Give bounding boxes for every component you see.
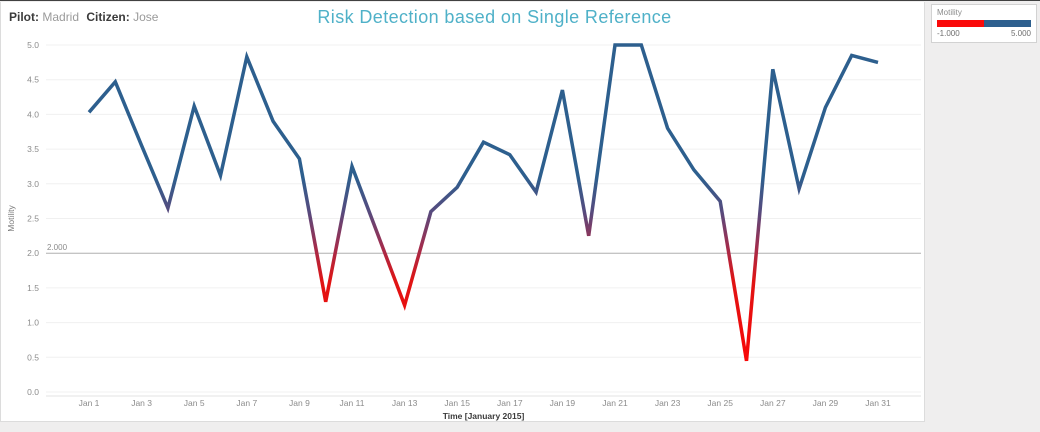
svg-text:2.5: 2.5 [27, 214, 39, 224]
x-axis-title: Time [January 2015] [443, 411, 525, 421]
citizen-value: Jose [133, 10, 159, 24]
svg-text:Jan 11: Jan 11 [340, 398, 365, 408]
svg-text:1.0: 1.0 [27, 318, 39, 328]
svg-text:3.0: 3.0 [27, 179, 39, 189]
svg-text:Jan 9: Jan 9 [289, 398, 310, 408]
x-axis-tick-labels: Jan 1 Jan 3 Jan 5 Jan 7 Jan 9 Jan 11 Jan 13 Jan… [79, 398, 891, 408]
filter-summary: Pilot: Madrid Citizen: Jose [9, 10, 162, 24]
chart-panel: Pilot: Madrid Citizen: Jose Risk Detecti… [0, 2, 925, 422]
svg-text:Jan 13: Jan 13 [392, 398, 418, 408]
motility-line[interactable] [87, 43, 879, 362]
svg-text:Jan 15: Jan 15 [444, 398, 470, 408]
svg-text:Jan 5: Jan 5 [184, 398, 205, 408]
svg-text:Jan 23: Jan 23 [655, 398, 681, 408]
svg-text:Jan 29: Jan 29 [813, 398, 839, 408]
legend-range-labels: -1.000 5.000 [937, 29, 1031, 38]
line-chart[interactable]: 0.0 0.5 1.0 1.5 2.0 2.5 3.0 3.5 4.0 4.5 5.0 2.000 Ja… [1, 2, 926, 422]
legend-min-label: -1.000 [937, 29, 960, 38]
svg-text:Jan 1: Jan 1 [79, 398, 100, 408]
svg-text:4.5: 4.5 [27, 75, 39, 85]
reference-line-label: 2.000 [47, 243, 68, 252]
svg-text:2.0: 2.0 [27, 248, 39, 258]
svg-text:Jan 25: Jan 25 [707, 398, 733, 408]
svg-text:0.0: 0.0 [27, 387, 39, 397]
legend-title: Motility [937, 8, 962, 17]
svg-text:Jan 3: Jan 3 [131, 398, 152, 408]
pilot-label: Pilot: [9, 10, 39, 24]
svg-text:4.0: 4.0 [27, 109, 39, 119]
svg-text:5.0: 5.0 [27, 40, 39, 50]
svg-text:Jan 17: Jan 17 [497, 398, 523, 408]
legend-blue-segment [984, 20, 1031, 27]
legend-sidebar: Motility -1.000 5.000 [926, 2, 1040, 432]
citizen-label: Citizen: [86, 10, 130, 24]
legend-red-segment [937, 20, 984, 27]
svg-text:Jan 19: Jan 19 [550, 398, 576, 408]
svg-text:Jan 21: Jan 21 [602, 398, 628, 408]
svg-text:Jan 27: Jan 27 [760, 398, 786, 408]
y-axis-title: Motility [6, 205, 16, 232]
y-axis-tick-labels: 0.0 0.5 1.0 1.5 2.0 2.5 3.0 3.5 4.0 4.5 5.0 [27, 40, 39, 397]
color-legend[interactable]: Motility -1.000 5.000 [931, 4, 1037, 43]
chart-title: Risk Detection based on Single Reference [317, 7, 672, 27]
svg-text:1.5: 1.5 [27, 283, 39, 293]
gridlines [46, 44, 921, 393]
pilot-value: Madrid [42, 10, 80, 24]
svg-text:Jan 7: Jan 7 [236, 398, 257, 408]
svg-text:Jan 31: Jan 31 [865, 398, 891, 408]
svg-text:0.5: 0.5 [27, 352, 39, 362]
svg-text:3.5: 3.5 [27, 144, 39, 154]
legend-max-label: 5.000 [1010, 29, 1031, 38]
legend-gradient-bar[interactable] [937, 20, 1031, 27]
